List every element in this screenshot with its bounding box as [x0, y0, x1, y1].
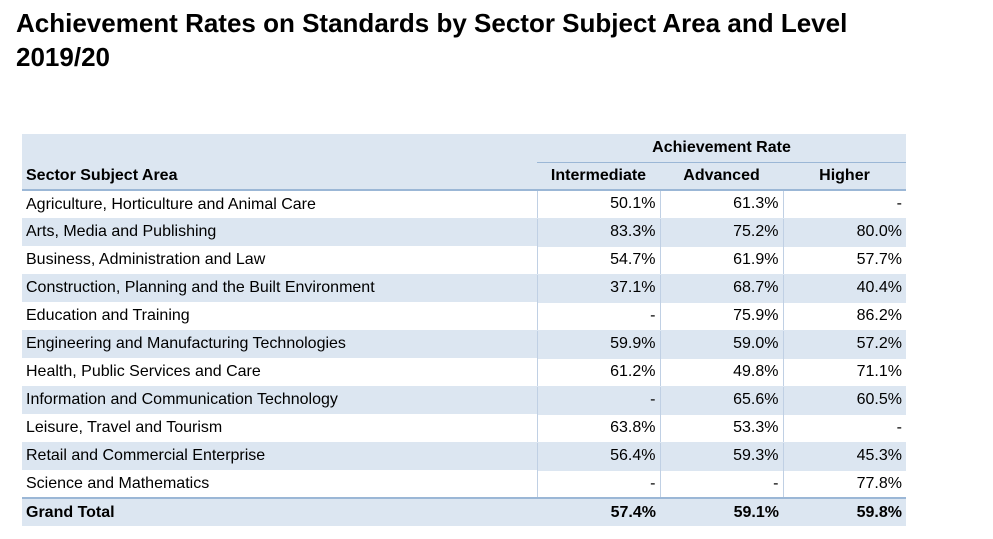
cell-advanced: 49.8%: [659, 357, 783, 387]
cell-sector: Engineering and Manufacturing Technologi…: [22, 330, 537, 358]
table-row: Retail and Commercial Enterprise 56.4% 59.…: [22, 442, 906, 470]
cell-higher: 57.7%: [782, 245, 906, 275]
table-row: Education and Training -75.9% 86.2%: [22, 301, 906, 331]
column-header-advanced: Advanced: [660, 162, 783, 191]
cell-intermediate: 83.3%: [536, 218, 660, 246]
page-title: Achievement Rates on Standards by Sector…: [16, 6, 986, 74]
cell-advanced: 59.3%: [659, 442, 783, 470]
cell-higher: -: [782, 189, 906, 219]
cell-higher: 86.2%: [782, 301, 906, 331]
cell-sector: Leisure, Travel and Tourism: [22, 414, 537, 442]
cell-intermediate: 50.1%: [536, 189, 660, 219]
table-row: Business, Administration and Law 54.7% 61.…: [22, 245, 906, 275]
cell-sector: Retail and Commercial Enterprise: [22, 442, 537, 470]
table-row: Information and Communication Technology…: [22, 386, 906, 414]
cell-intermediate: 54.7%: [536, 245, 660, 275]
grand-total-label: Grand Total: [22, 497, 537, 526]
table-row: Leisure, Travel and Tourism 63.8% 53.3% -: [22, 413, 906, 443]
title-line-1: Achievement Rates on Standards by Sector…: [16, 8, 848, 38]
cell-advanced: 75.2%: [659, 218, 783, 246]
table-row: Construction, Planning and the Built Env…: [22, 274, 906, 302]
cell-sector: Construction, Planning and the Built Env…: [22, 274, 537, 302]
achievement-table-container: Sector Subject Area Achievement Rate Int…: [22, 134, 906, 526]
cell-advanced: 59.0%: [659, 330, 783, 358]
cell-sector: Information and Communication Technology: [22, 386, 537, 414]
grand-total-advanced: 59.1%: [660, 497, 783, 526]
table-row: Engineering and Manufacturing Technologi…: [22, 330, 906, 358]
cell-higher: 57.2%: [782, 330, 906, 358]
header-row-group: Sector Subject Area Achievement Rate: [22, 134, 906, 191]
table-row: Agriculture, Horticulture and Animal Car…: [22, 189, 906, 219]
cell-intermediate: 56.4%: [536, 442, 660, 470]
title-line-2: 2019/20: [16, 42, 110, 72]
cell-advanced: 65.6%: [659, 386, 783, 414]
cell-higher: 80.0%: [782, 218, 906, 246]
cell-higher: -: [782, 413, 906, 443]
cell-advanced: -: [659, 469, 783, 499]
column-header-intermediate: Intermediate: [537, 162, 660, 191]
table-row: Health, Public Services and Care 61.2% 49.…: [22, 357, 906, 387]
cell-intermediate: -: [536, 469, 660, 499]
cell-advanced: 53.3%: [659, 413, 783, 443]
table-row: Arts, Media and Publishing 83.3% 75.2% 80.0…: [22, 218, 906, 246]
group-header-achievement-rate: Achievement Rate: [537, 134, 906, 163]
column-header-sector: Sector Subject Area: [22, 134, 537, 191]
cell-intermediate: 59.9%: [536, 330, 660, 358]
cell-advanced: 68.7%: [659, 274, 783, 302]
cell-intermediate: -: [536, 386, 660, 414]
cell-sector: Science and Mathematics: [22, 470, 537, 498]
cell-sector: Business, Administration and Law: [22, 246, 537, 274]
grand-total-intermediate: 57.4%: [537, 497, 660, 526]
cell-higher: 60.5%: [782, 386, 906, 414]
column-header-higher: Higher: [783, 162, 906, 191]
cell-advanced: 61.3%: [659, 189, 783, 219]
cell-sector: Education and Training: [22, 302, 537, 330]
cell-higher: 40.4%: [782, 274, 906, 302]
cell-higher: 77.8%: [782, 469, 906, 499]
cell-sector: Health, Public Services and Care: [22, 358, 537, 386]
cell-intermediate: 37.1%: [536, 274, 660, 302]
cell-advanced: 61.9%: [659, 245, 783, 275]
cell-advanced: 75.9%: [659, 301, 783, 331]
cell-intermediate: 61.2%: [536, 357, 660, 387]
cell-intermediate: 63.8%: [536, 413, 660, 443]
grand-total-higher: 59.8%: [783, 497, 906, 526]
achievement-table: Sector Subject Area Achievement Rate Int…: [22, 134, 906, 526]
grand-total-row: Grand Total 57.4% 59.1% 59.8%: [22, 497, 906, 526]
table-row: Science and Mathematics - -77.8%: [22, 469, 906, 499]
table-body: Agriculture, Horticulture and Animal Car…: [22, 189, 906, 499]
cell-sector: Arts, Media and Publishing: [22, 218, 537, 246]
cell-higher: 71.1%: [782, 357, 906, 387]
cell-higher: 45.3%: [782, 442, 906, 470]
cell-sector: Agriculture, Horticulture and Animal Car…: [22, 190, 537, 218]
cell-intermediate: -: [536, 301, 660, 331]
header-row-levels: Intermediate Advanced Higher: [22, 162, 906, 191]
